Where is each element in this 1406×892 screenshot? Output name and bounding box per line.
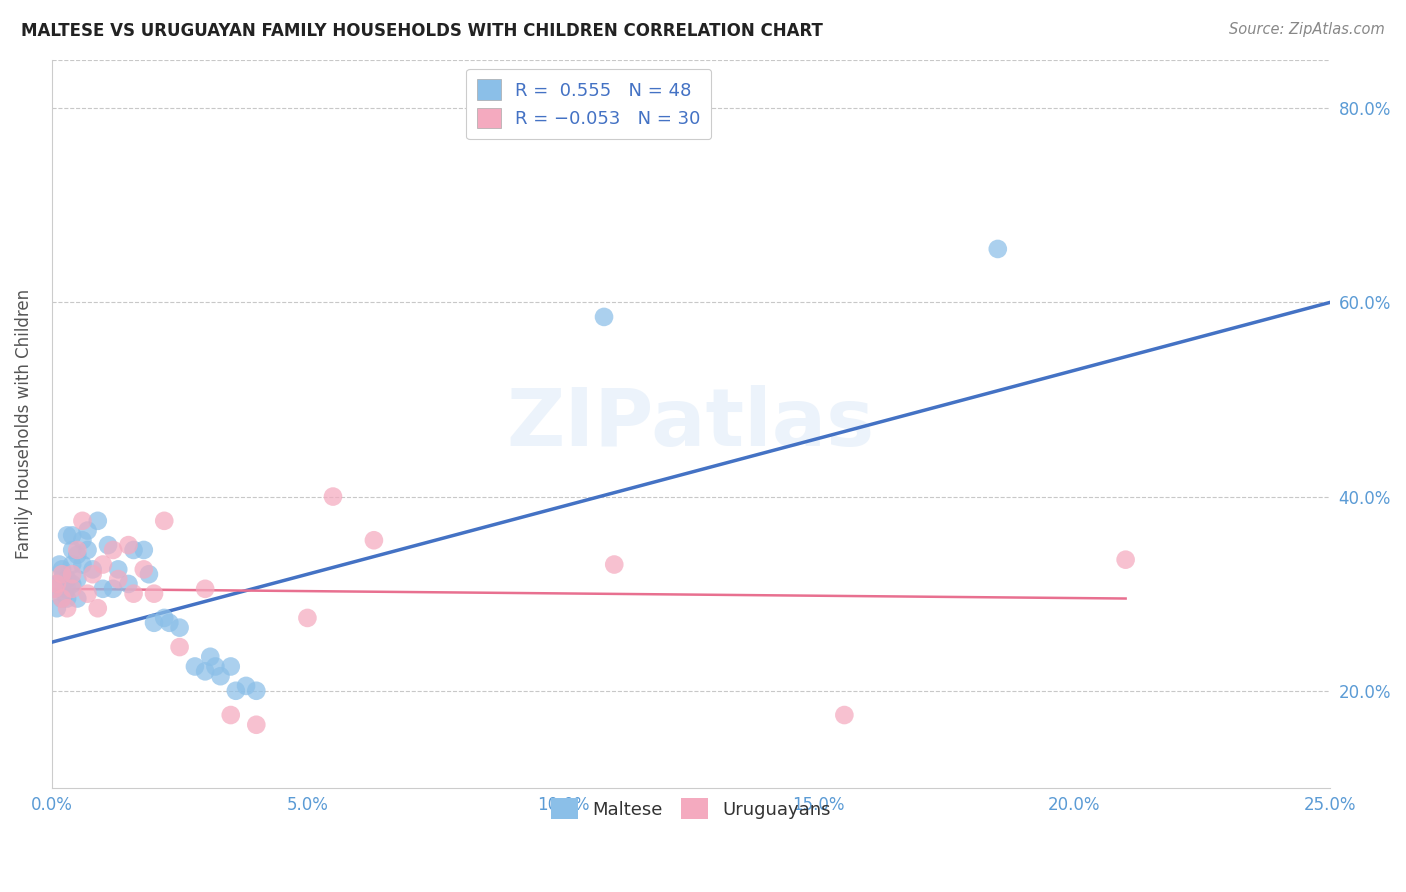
Point [153,514,176,528]
Point [143,587,166,601]
Point [72,514,94,528]
Point [56,528,79,542]
Point [1115,552,1137,566]
Point [245,683,267,698]
Point [107,572,129,586]
Point [322,490,344,504]
Point [143,615,166,630]
Point [169,621,191,635]
Point [56,582,79,596]
Point [60,528,83,542]
Point [44,582,66,596]
Point [60,582,83,596]
Point [44,582,66,596]
Point [297,611,319,625]
Point [209,669,232,683]
Point [107,562,129,576]
Point [45,601,67,615]
Point [66,591,89,606]
Point [235,679,257,693]
Point [56,572,79,586]
Point [91,582,114,596]
Point [122,587,145,601]
Point [245,717,267,731]
Point [97,538,120,552]
Point [132,562,155,576]
Point [132,543,155,558]
Point [51,567,73,582]
Point [82,562,104,576]
Point [60,558,83,572]
Point [219,659,242,673]
Point [87,514,110,528]
Text: MALTESE VS URUGUAYAN FAMILY HOUSEHOLDS WITH CHILDREN CORRELATION CHART: MALTESE VS URUGUAYAN FAMILY HOUSEHOLDS W… [21,22,823,40]
Point [117,538,139,552]
Point [66,548,89,562]
Point [194,665,217,679]
Point [72,558,94,572]
Point [60,543,83,558]
Point [53,587,76,601]
Point [56,591,79,606]
Point [76,524,98,538]
Point [48,558,70,572]
Point [194,582,217,596]
Point [82,567,104,582]
Point [66,543,89,558]
Text: Source: ZipAtlas.com: Source: ZipAtlas.com [1229,22,1385,37]
Point [87,601,110,615]
Point [153,611,176,625]
Point [66,572,89,586]
Point [76,543,98,558]
Point [101,582,124,596]
Point [101,543,124,558]
Legend: Maltese, Uruguayans: Maltese, Uruguayans [544,791,838,826]
Point [363,533,385,548]
Point [169,640,191,654]
Point [834,708,856,723]
Point [60,577,83,591]
Point [76,587,98,601]
Point [987,242,1010,256]
Point [593,310,616,324]
Point [225,683,247,698]
Point [122,543,145,558]
Point [200,649,222,664]
Point [56,601,79,615]
Point [51,562,73,576]
Point [117,577,139,591]
Point [91,558,114,572]
Point [603,558,626,572]
Point [45,577,67,591]
Point [51,591,73,606]
Point [60,567,83,582]
Point [138,567,160,582]
Point [51,572,73,586]
Point [45,577,67,591]
Point [184,659,207,673]
Point [219,708,242,723]
Point [157,615,180,630]
Point [72,533,94,548]
Point [51,591,73,606]
Y-axis label: Family Households with Children: Family Households with Children [15,289,32,558]
Text: ZIPatlas: ZIPatlas [506,384,875,463]
Point [204,659,226,673]
